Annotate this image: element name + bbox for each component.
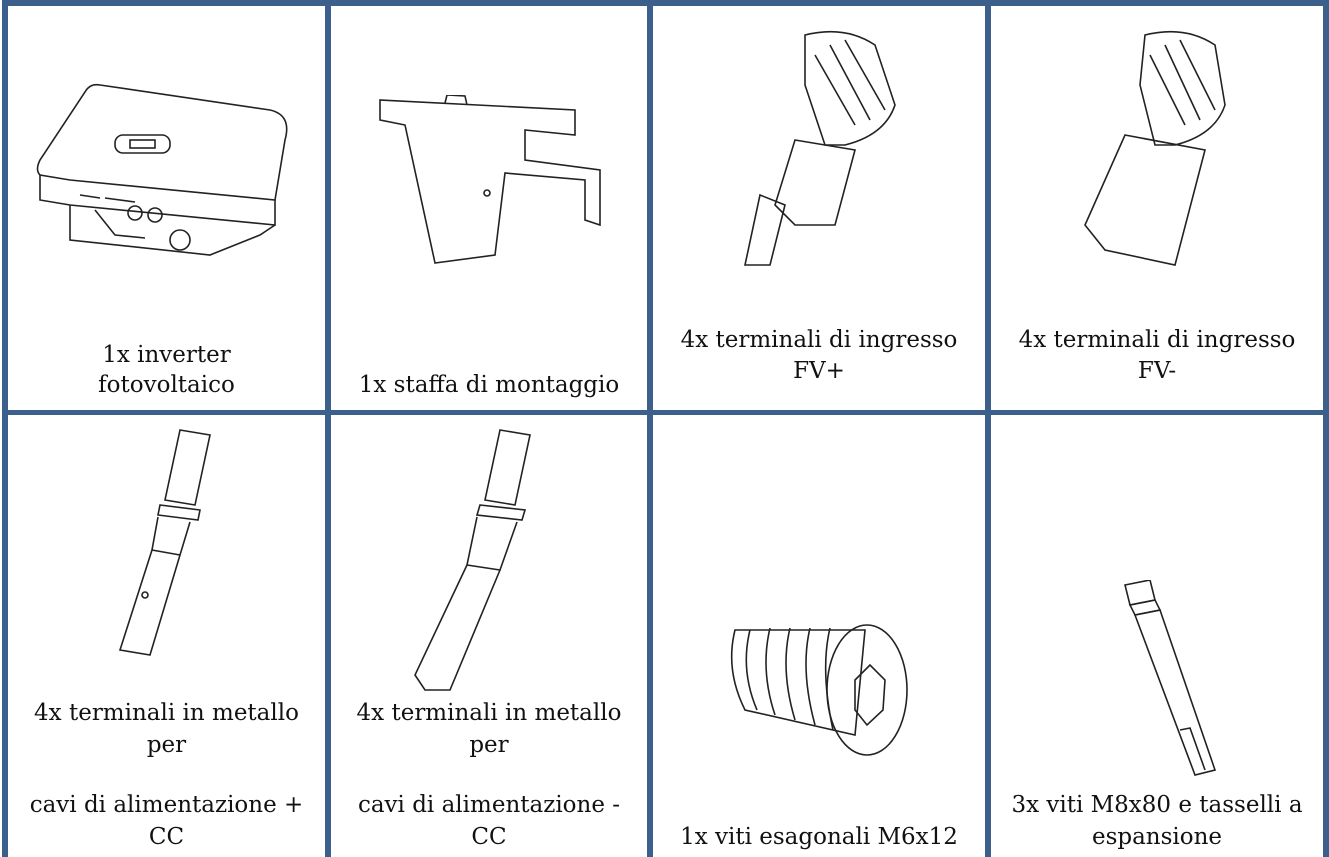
cell: 1x staffa di montaggio: [331, 6, 647, 410]
border: [2, 0, 1329, 6]
cell: 1x inverter fotovoltaico: [8, 6, 325, 410]
cell-text: cavi di alimentazione +: [29, 792, 304, 818]
cell-text: 1x staffa di montaggio: [358, 372, 620, 398]
cell-text: espansione: [1091, 824, 1223, 850]
cell: 4x terminali in metallo per cavi di alim…: [331, 415, 647, 857]
border: [2, 410, 1329, 415]
cell-text: CC: [471, 824, 507, 850]
cell-text: fotovoltaico: [98, 372, 235, 398]
pin-minus-image: [414, 429, 531, 691]
cell-text: 1x inverter: [102, 342, 231, 368]
border: [1323, 0, 1329, 857]
cell-text: CC: [148, 824, 185, 850]
cell: 3x viti M8x80 e tasselli a espansione: [991, 415, 1323, 857]
cell-text: 3x viti M8x80 e tasselli a: [1011, 792, 1303, 818]
border: [985, 0, 991, 857]
bracket-image: [379, 95, 601, 264]
cell-text: FV+: [793, 358, 845, 384]
border: [647, 0, 653, 857]
screw-image: [730, 624, 908, 756]
cell-text: FV-: [1137, 358, 1177, 384]
cell-text: 4x terminali in metallo: [356, 700, 622, 726]
cell: 4x terminali di ingresso FV-: [991, 6, 1323, 410]
cell-text: per: [469, 732, 509, 758]
cell-text: 1x viti esagonali M6x12: [680, 824, 958, 850]
cell: 4x terminali di ingresso FV+: [653, 6, 985, 410]
cell-text: 4x terminali in metallo: [34, 700, 299, 726]
cell: 1x viti esagonali M6x12: [653, 415, 985, 857]
cell-text: 4x terminali di ingresso: [680, 327, 958, 353]
inverter-image: [36, 83, 288, 256]
cell-text: cavi di alimentazione -: [357, 792, 621, 818]
cell-text: 4x terminali di ingresso: [1018, 327, 1296, 353]
border: [325, 0, 331, 857]
anchor-image: [1124, 580, 1217, 776]
connector-plus-image: [744, 30, 896, 266]
border: [2, 0, 8, 857]
connector-minus-image: [1084, 30, 1226, 266]
cell-text: per: [146, 732, 187, 758]
cell: 4x terminali in metallo per cavi di alim…: [8, 415, 325, 857]
pin-plus-image: [118, 429, 211, 656]
